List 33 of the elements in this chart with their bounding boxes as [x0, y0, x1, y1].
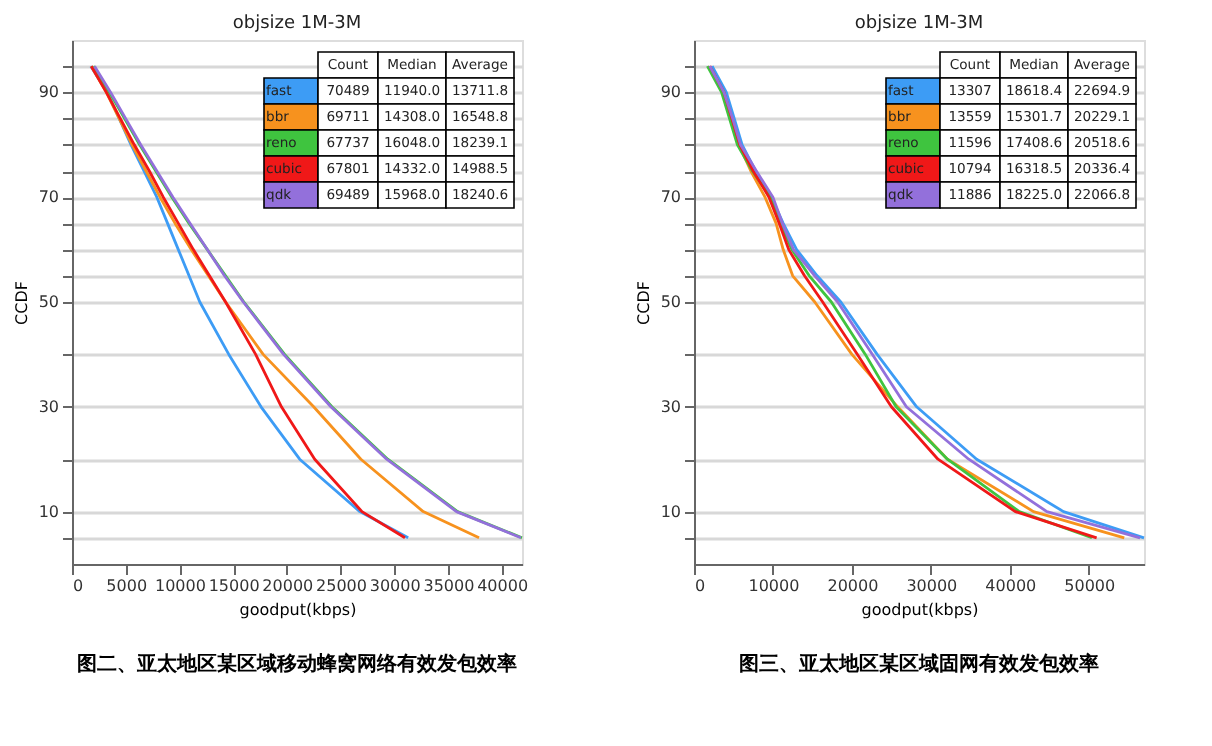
x-tick-label: 40000: [985, 577, 1037, 595]
x-tick-label: 30000: [906, 577, 958, 595]
x-tick-label: 0: [73, 577, 84, 595]
x-tick-label: 20000: [827, 577, 879, 595]
x-tick-label: 10000: [748, 577, 800, 595]
y-axis-title: CCDF: [12, 280, 31, 325]
y-tick-label: 70: [38, 188, 59, 207]
x-tick-label: 10000: [154, 577, 206, 595]
y-tick-label: 90: [38, 83, 59, 102]
x-axis-title: goodput(kbps): [861, 601, 979, 619]
x-tick-label: 15000: [208, 577, 260, 595]
chart-title: objsize 1M-3M: [854, 14, 984, 34]
y-tick-label: 30: [660, 397, 681, 416]
y-tick-label: 50: [660, 293, 681, 311]
x-tick-label: 50000: [1064, 577, 1116, 595]
x-tick-label: 25000: [316, 577, 367, 595]
y-axis-title: CCDF: [634, 280, 653, 325]
chart-title: objsize 1M-3M: [232, 14, 362, 34]
x-tick-label: 20000: [262, 577, 314, 595]
x-tick-label: 0: [695, 577, 706, 595]
y-tick-label: 10: [38, 502, 59, 521]
x-tick-label: 35000: [423, 577, 475, 595]
y-tick-label: 50: [38, 293, 59, 311]
y-tick-label: 90: [660, 83, 681, 102]
x-tick-label: 30000: [369, 577, 421, 595]
y-tick-label: 70: [660, 188, 681, 207]
x-tick-label: 5000: [106, 577, 148, 595]
x-tick-label: 40000: [477, 577, 529, 595]
y-tick-label: 30: [38, 397, 59, 416]
text: 图三、亚太地区某区域固网有效发包效率: [739, 652, 1099, 676]
y-tick-label: 10: [660, 502, 681, 521]
x-axis-title: goodput(kbps): [239, 601, 357, 619]
text: 图二、亚太地区某区域移动蜂窝网络有效发包效率: [77, 652, 517, 676]
